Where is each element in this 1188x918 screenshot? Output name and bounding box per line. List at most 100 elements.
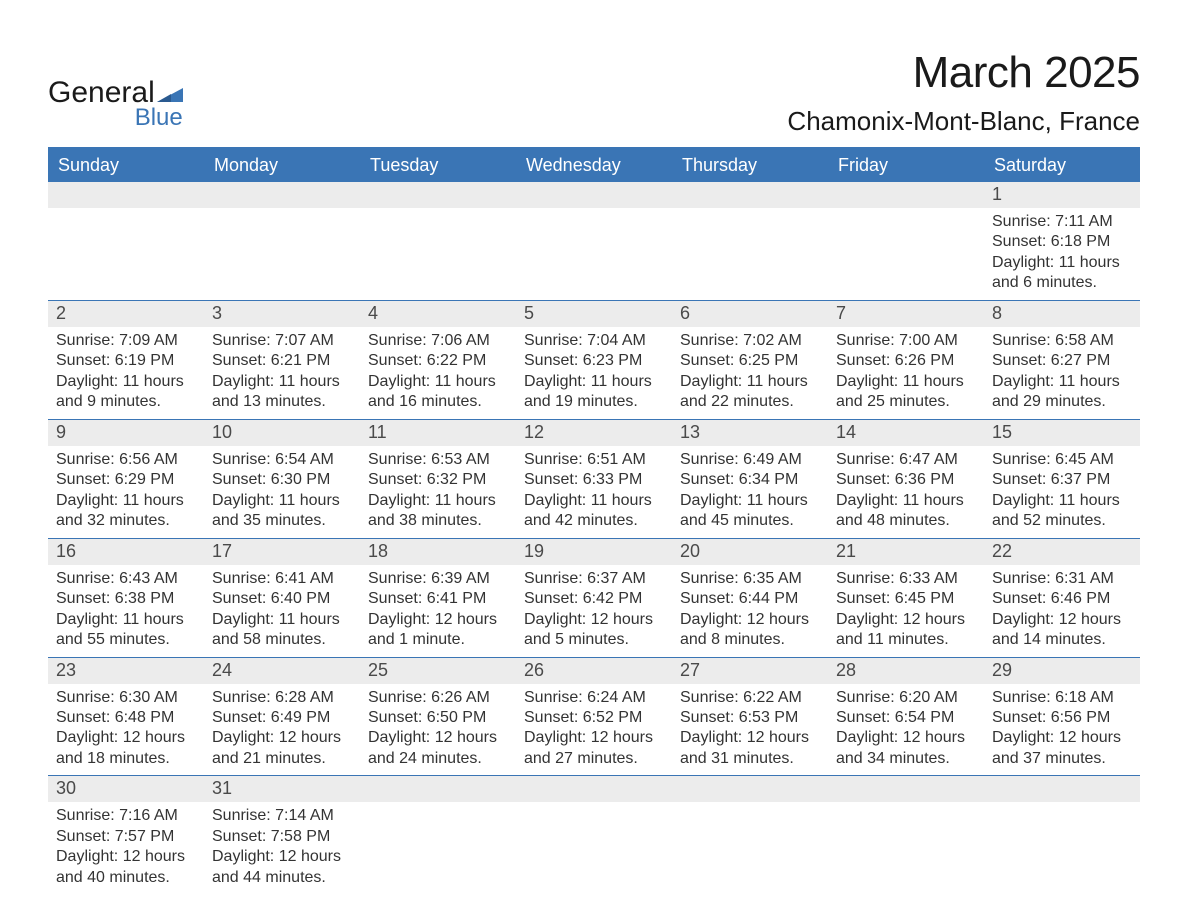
sunset-line: Sunset: 6:27 PM xyxy=(992,351,1132,371)
daylight1-line: Daylight: 12 hours xyxy=(524,610,664,630)
sunrise-line: Sunrise: 7:06 AM xyxy=(368,331,508,351)
sunset-line: Sunset: 6:41 PM xyxy=(368,589,508,609)
sunset-line: Sunset: 6:44 PM xyxy=(680,589,820,609)
sunrise-line: Sunrise: 6:58 AM xyxy=(992,331,1132,351)
calendar-cell: 9Sunrise: 6:56 AMSunset: 6:29 PMDaylight… xyxy=(48,420,204,538)
week-row: 1Sunrise: 7:11 AMSunset: 6:18 PMDaylight… xyxy=(48,182,1140,301)
weeks-container: 1Sunrise: 7:11 AMSunset: 6:18 PMDaylight… xyxy=(48,182,1140,894)
daylight2-line: and 52 minutes. xyxy=(992,511,1132,531)
sunset-line: Sunset: 7:57 PM xyxy=(56,827,196,847)
calendar-cell: 31Sunrise: 7:14 AMSunset: 7:58 PMDayligh… xyxy=(204,776,360,894)
sunset-line: Sunset: 6:21 PM xyxy=(212,351,352,371)
cell-body xyxy=(204,208,360,218)
daylight2-line: and 31 minutes. xyxy=(680,749,820,769)
calendar-cell: 23Sunrise: 6:30 AMSunset: 6:48 PMDayligh… xyxy=(48,658,204,776)
day-number xyxy=(204,182,360,208)
cell-body xyxy=(360,208,516,218)
sunrise-line: Sunrise: 7:07 AM xyxy=(212,331,352,351)
cell-body: Sunrise: 7:11 AMSunset: 6:18 PMDaylight:… xyxy=(984,208,1140,300)
calendar-cell: 21Sunrise: 6:33 AMSunset: 6:45 PMDayligh… xyxy=(828,539,984,657)
cell-body xyxy=(828,802,984,812)
day-number: 30 xyxy=(48,776,204,802)
calendar-cell: 27Sunrise: 6:22 AMSunset: 6:53 PMDayligh… xyxy=(672,658,828,776)
daylight1-line: Daylight: 11 hours xyxy=(680,491,820,511)
dow-friday: Friday xyxy=(828,149,984,182)
sunrise-line: Sunrise: 6:37 AM xyxy=(524,569,664,589)
sunset-line: Sunset: 6:26 PM xyxy=(836,351,976,371)
daylight1-line: Daylight: 11 hours xyxy=(368,491,508,511)
daylight1-line: Daylight: 12 hours xyxy=(836,610,976,630)
calendar-cell: 25Sunrise: 6:26 AMSunset: 6:50 PMDayligh… xyxy=(360,658,516,776)
day-of-week-header: Sunday Monday Tuesday Wednesday Thursday… xyxy=(48,149,1140,182)
day-number: 10 xyxy=(204,420,360,446)
sunrise-line: Sunrise: 6:33 AM xyxy=(836,569,976,589)
header: General Blue March 2025 Chamonix-Mont-Bl… xyxy=(48,48,1140,137)
sunrise-line: Sunrise: 6:24 AM xyxy=(524,688,664,708)
calendar-cell xyxy=(672,182,828,300)
cell-body: Sunrise: 6:28 AMSunset: 6:49 PMDaylight:… xyxy=(204,684,360,776)
cell-body: Sunrise: 6:45 AMSunset: 6:37 PMDaylight:… xyxy=(984,446,1140,538)
sunset-line: Sunset: 6:49 PM xyxy=(212,708,352,728)
sunrise-line: Sunrise: 6:45 AM xyxy=(992,450,1132,470)
day-number: 21 xyxy=(828,539,984,565)
sunrise-line: Sunrise: 6:41 AM xyxy=(212,569,352,589)
sunset-line: Sunset: 6:38 PM xyxy=(56,589,196,609)
day-number: 18 xyxy=(360,539,516,565)
brand-name-part2: Blue xyxy=(126,104,183,132)
day-number: 2 xyxy=(48,301,204,327)
sunset-line: Sunset: 6:23 PM xyxy=(524,351,664,371)
calendar-cell xyxy=(828,776,984,894)
daylight2-line: and 42 minutes. xyxy=(524,511,664,531)
day-number: 29 xyxy=(984,658,1140,684)
location-subtitle: Chamonix-Mont-Blanc, France xyxy=(787,106,1140,137)
daylight2-line: and 16 minutes. xyxy=(368,392,508,412)
daylight1-line: Daylight: 11 hours xyxy=(56,610,196,630)
daylight1-line: Daylight: 12 hours xyxy=(56,847,196,867)
cell-body: Sunrise: 6:56 AMSunset: 6:29 PMDaylight:… xyxy=(48,446,204,538)
sunset-line: Sunset: 6:42 PM xyxy=(524,589,664,609)
cell-body: Sunrise: 6:33 AMSunset: 6:45 PMDaylight:… xyxy=(828,565,984,657)
sunrise-line: Sunrise: 6:18 AM xyxy=(992,688,1132,708)
dow-sunday: Sunday xyxy=(48,149,204,182)
sunset-line: Sunset: 6:37 PM xyxy=(992,470,1132,490)
sunset-line: Sunset: 6:32 PM xyxy=(368,470,508,490)
daylight2-line: and 14 minutes. xyxy=(992,630,1132,650)
daylight2-line: and 48 minutes. xyxy=(836,511,976,531)
sunset-line: Sunset: 6:34 PM xyxy=(680,470,820,490)
daylight1-line: Daylight: 11 hours xyxy=(992,372,1132,392)
calendar-cell xyxy=(984,776,1140,894)
day-number: 7 xyxy=(828,301,984,327)
cell-body: Sunrise: 7:09 AMSunset: 6:19 PMDaylight:… xyxy=(48,327,204,419)
calendar-cell: 26Sunrise: 6:24 AMSunset: 6:52 PMDayligh… xyxy=(516,658,672,776)
calendar-cell xyxy=(360,182,516,300)
sunset-line: Sunset: 6:50 PM xyxy=(368,708,508,728)
calendar-cell: 16Sunrise: 6:43 AMSunset: 6:38 PMDayligh… xyxy=(48,539,204,657)
daylight1-line: Daylight: 11 hours xyxy=(524,491,664,511)
week-row: 16Sunrise: 6:43 AMSunset: 6:38 PMDayligh… xyxy=(48,539,1140,658)
daylight2-line: and 24 minutes. xyxy=(368,749,508,769)
calendar-cell: 6Sunrise: 7:02 AMSunset: 6:25 PMDaylight… xyxy=(672,301,828,419)
dow-tuesday: Tuesday xyxy=(360,149,516,182)
day-number xyxy=(984,776,1140,802)
daylight1-line: Daylight: 12 hours xyxy=(524,728,664,748)
sunset-line: Sunset: 6:53 PM xyxy=(680,708,820,728)
day-number: 17 xyxy=(204,539,360,565)
daylight2-line: and 44 minutes. xyxy=(212,868,352,888)
cell-body xyxy=(672,802,828,812)
cell-body: Sunrise: 6:37 AMSunset: 6:42 PMDaylight:… xyxy=(516,565,672,657)
day-number xyxy=(360,776,516,802)
calendar-cell: 19Sunrise: 6:37 AMSunset: 6:42 PMDayligh… xyxy=(516,539,672,657)
day-number xyxy=(360,182,516,208)
calendar-cell: 2Sunrise: 7:09 AMSunset: 6:19 PMDaylight… xyxy=(48,301,204,419)
day-number: 14 xyxy=(828,420,984,446)
week-row: 2Sunrise: 7:09 AMSunset: 6:19 PMDaylight… xyxy=(48,301,1140,420)
dow-wednesday: Wednesday xyxy=(516,149,672,182)
daylight2-line: and 21 minutes. xyxy=(212,749,352,769)
brand-logo: General Blue xyxy=(48,76,183,132)
cell-body: Sunrise: 6:39 AMSunset: 6:41 PMDaylight:… xyxy=(360,565,516,657)
day-number xyxy=(516,182,672,208)
calendar-cell: 7Sunrise: 7:00 AMSunset: 6:26 PMDaylight… xyxy=(828,301,984,419)
day-number: 16 xyxy=(48,539,204,565)
calendar-cell xyxy=(48,182,204,300)
sunrise-line: Sunrise: 6:54 AM xyxy=(212,450,352,470)
